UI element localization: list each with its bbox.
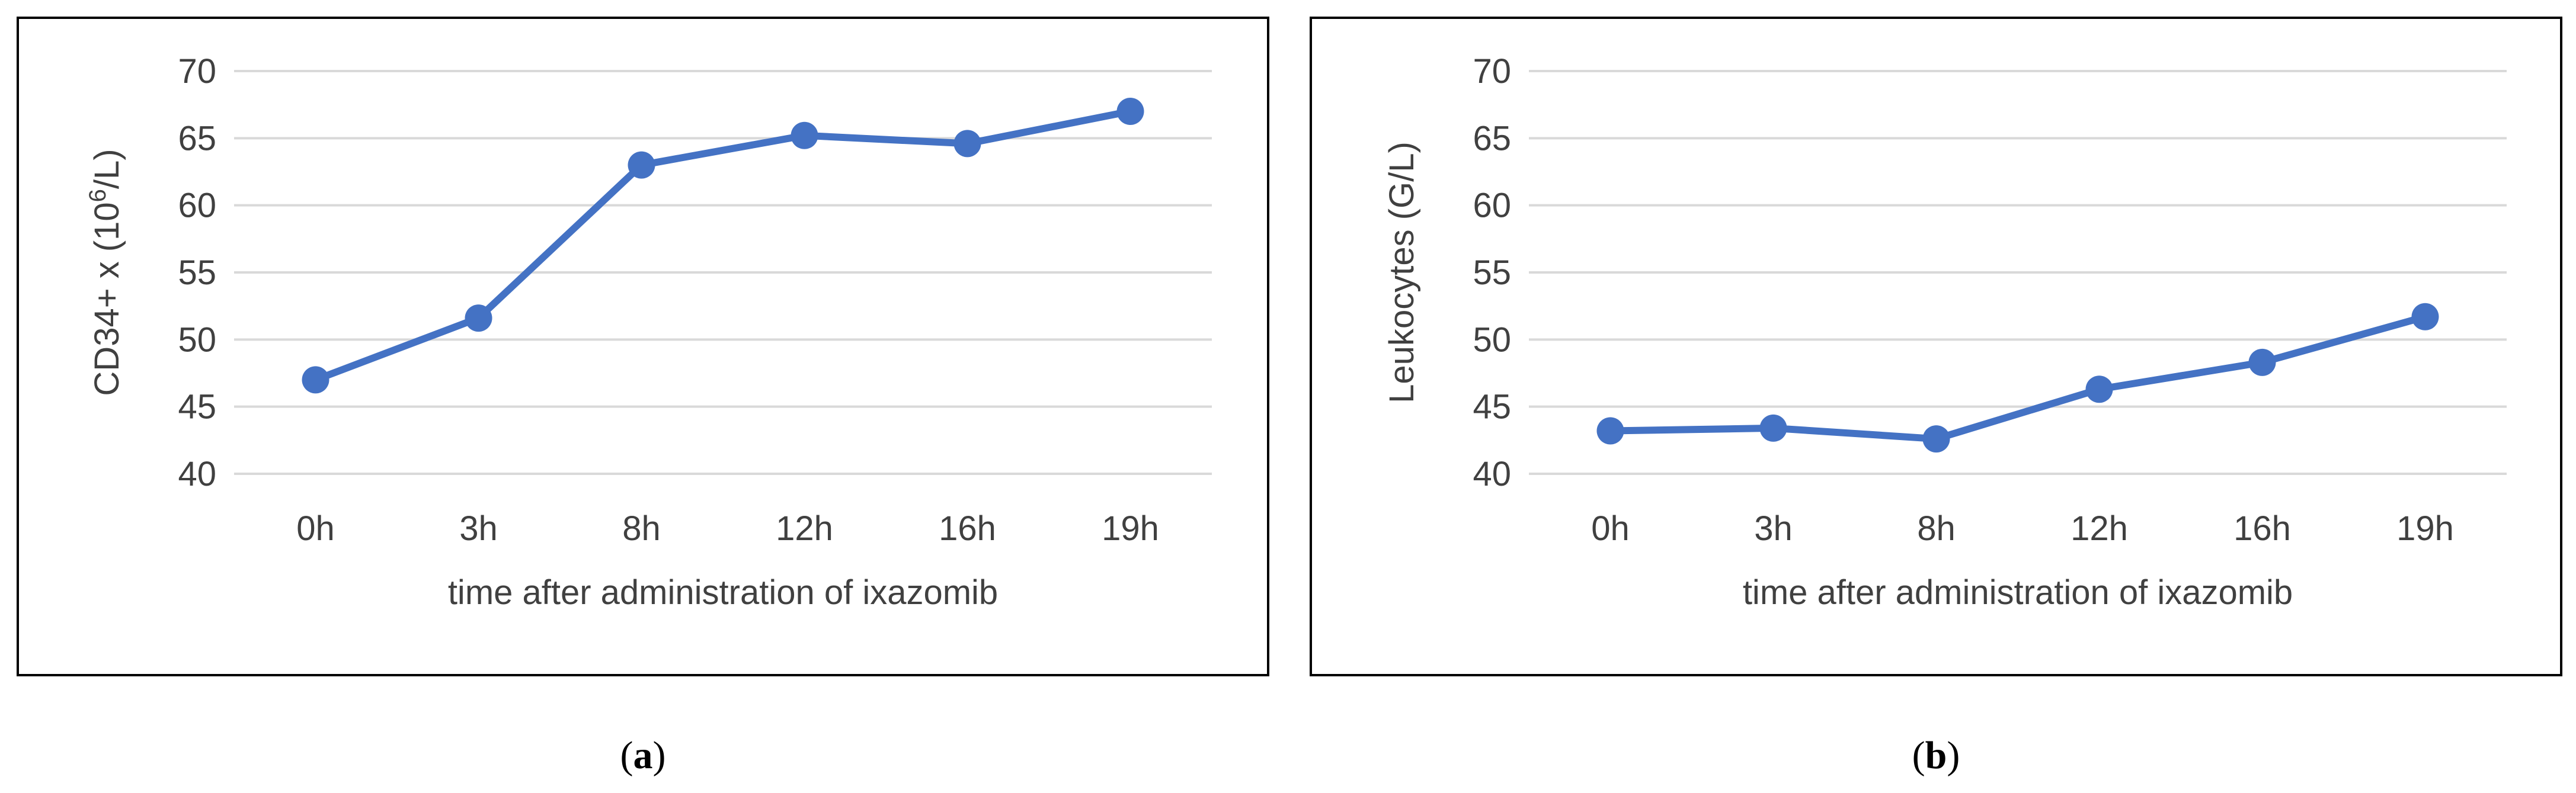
data-point-b-0h: [1596, 417, 1624, 445]
y-tick-label-b-45: 45: [1473, 388, 1511, 426]
data-point-a-0h: [302, 366, 329, 394]
y-tick-label-b-65: 65: [1473, 119, 1511, 158]
data-point-b-3h: [1759, 414, 1787, 442]
data-point-a-12h: [791, 121, 818, 149]
y-tick-label-b-50: 50: [1473, 320, 1511, 359]
data-point-a-3h: [465, 304, 492, 332]
data-point-a-19h: [1116, 98, 1144, 125]
y-axis-title-a: CD34+ x (106/L): [85, 149, 126, 396]
y-tick-label-a-50: 50: [178, 320, 216, 359]
data-point-a-8h: [628, 151, 655, 179]
series-line-b: [1607, 313, 2429, 443]
x-tick-label-b-3h: 3h: [1754, 509, 1793, 548]
data-point-b-8h: [1922, 425, 1950, 453]
y-axis-title-end-a: /L): [88, 149, 126, 189]
data-point-b-19h: [2411, 303, 2439, 330]
y-axis-title-main-b: Leukocytes (G/L): [1383, 142, 1421, 403]
data-point-a-16h: [953, 130, 981, 158]
x-tick-label-b-0h: 0h: [1591, 509, 1630, 548]
caption-b-letter: b: [1925, 734, 1947, 777]
x-tick-label-b-16h: 16h: [2233, 509, 2291, 548]
y-tick-label-a-70: 70: [178, 52, 216, 91]
y-axis-title-b: Leukocytes (G/L): [1383, 142, 1421, 403]
chart-a: 40 45 50 55 60 65 70 0h 3h 8h 12h 16h 19h time after …: [85, 52, 1212, 612]
y-tick-label-b-60: 60: [1473, 187, 1511, 225]
y-tick-label-a-55: 55: [178, 253, 216, 292]
y-tick-label-a-40: 40: [178, 455, 216, 493]
y-tick-label-b-40: 40: [1473, 455, 1511, 493]
caption-b: (b): [1912, 734, 1960, 777]
x-tick-label-a-12h: 12h: [776, 509, 833, 548]
x-tick-label-a-0h: 0h: [296, 509, 335, 548]
x-axis-title-b: time after administration of ixazomib: [1743, 573, 2293, 612]
y-tick-label-b-55: 55: [1473, 253, 1511, 292]
series-line-a: [312, 108, 1134, 384]
caption-a-letter: a: [633, 734, 653, 777]
data-point-b-16h: [2248, 348, 2276, 376]
y-tick-label-a-60: 60: [178, 187, 216, 225]
x-tick-label-a-3h: 3h: [459, 509, 498, 548]
x-tick-label-a-8h: 8h: [622, 509, 661, 548]
caption-a: (a): [620, 734, 666, 777]
y-axis-title-sup-a: 6: [85, 189, 111, 202]
x-tick-label-a-19h: 19h: [1102, 509, 1159, 548]
x-axis-title-a: time after administration of ixazomib: [448, 573, 998, 612]
y-tick-label-a-45: 45: [178, 388, 216, 426]
chart-b: 40 45 50 55 60 65 70 0h 3h 8h 12h 16h 19h time after …: [1383, 52, 2507, 612]
data-point-b-12h: [2085, 375, 2113, 403]
y-axis-title-main-a: CD34+ x (10: [88, 202, 126, 396]
x-tick-label-b-12h: 12h: [2071, 509, 2128, 548]
x-tick-label-a-16h: 16h: [939, 509, 996, 548]
x-tick-label-b-8h: 8h: [1917, 509, 1956, 548]
y-tick-label-a-65: 65: [178, 119, 216, 158]
y-tick-label-b-70: 70: [1473, 52, 1511, 91]
panel-b-frame: [1310, 17, 2562, 676]
x-tick-label-b-19h: 19h: [2396, 509, 2454, 548]
